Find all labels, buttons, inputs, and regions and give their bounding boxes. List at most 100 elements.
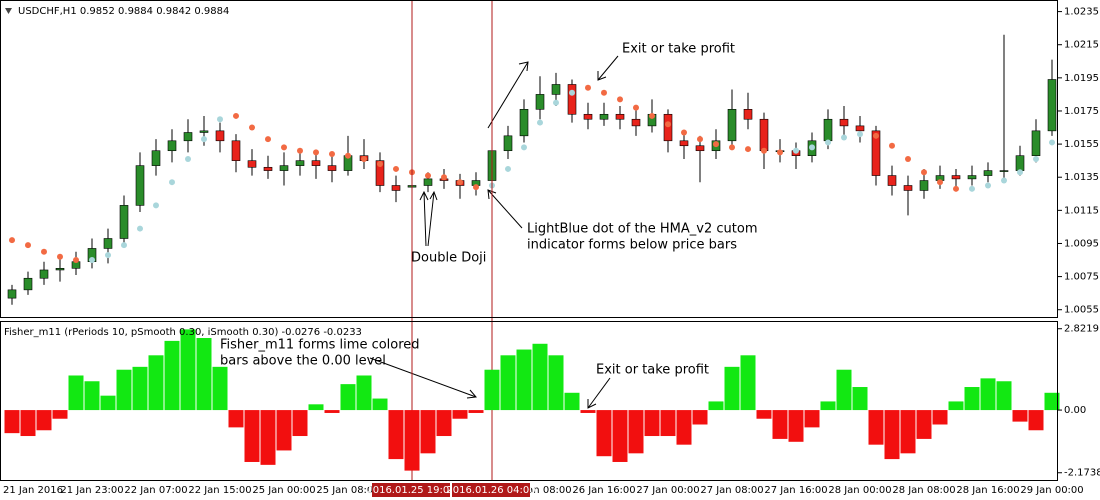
fisher-bar [340,384,356,411]
fisher-bar [756,410,772,419]
fisher-bar [948,401,964,411]
candle-body [919,180,929,191]
fisher-bar [548,355,564,411]
x-tick-label: 22 Jan 07:00 [124,485,187,496]
cursor-label-box [372,483,450,497]
hma-dot [793,147,799,154]
fisher-bar [1012,410,1028,422]
fisher-bar [404,410,420,471]
fisher-bar [180,329,196,411]
fisher-bar [868,410,884,445]
hma-dot [681,129,687,136]
fisher-bar [388,410,404,460]
candle-body [567,84,577,115]
candle-body [1047,79,1057,132]
y-tick-label: 0.00 [1064,405,1086,416]
candle-body [247,160,257,168]
candle-body [535,94,545,110]
hma-dot [345,152,351,159]
fisher-bar [148,355,164,411]
x-tick-label: 21 Jan 23:00 [60,485,123,496]
y-tick-label: 1.0175 [1064,106,1099,117]
candle-body [279,165,289,171]
fisher-bar [308,404,324,411]
fisher-bar [516,349,532,411]
fisher-bar [436,410,452,437]
hma-dot [745,146,751,153]
candle-body [887,175,897,186]
annotation: Exit or take profit [596,363,709,378]
hma-dot [969,185,975,192]
candle-body [615,113,625,120]
candle-body [551,84,561,95]
candle-body [103,238,113,249]
candle-body [23,277,33,291]
candle-body [167,140,177,152]
y-tick-label: 1.0195 [1064,73,1099,84]
fisher-bar [116,369,132,411]
hma-dot [617,96,623,103]
fisher-bar [84,381,100,411]
fisher-bar [628,410,644,454]
candle-body [727,109,737,142]
hma-dot [825,139,831,146]
hma-dot [601,89,607,96]
fisher-bar [164,340,180,411]
y-tick-label: 2.8219 [1064,324,1099,335]
candle-body [583,113,593,120]
candle-body [823,118,833,142]
candle-body [663,113,673,142]
cursor-label: 2016.01.25 19:00 [366,485,455,496]
hma-dot [553,99,559,106]
fisher-bar [980,378,996,411]
fisher-bar [356,375,372,411]
hma-dot [697,136,703,143]
hma-dot [953,185,959,192]
hma-dot [137,225,143,232]
hma-dot [857,131,863,138]
fisher-bar [500,355,516,411]
annotation: Fisher_m11 forms lime colored [220,338,420,353]
x-tick-label: 27 Jan 08:00 [700,485,763,496]
candle-body [391,185,401,191]
fisher-bar [884,410,900,460]
candle-body [55,268,65,271]
candle-body [7,289,17,299]
fisher-bar [52,410,68,419]
candle-body [231,140,241,161]
candle-body [503,135,513,152]
x-tick-label: 25 Jan 08:00 [316,485,379,496]
candle-body [263,166,273,171]
hma-dot [841,134,847,141]
annotation: bars above the 0.00 level [220,354,386,369]
candle-body [983,170,993,176]
hma-dot [633,104,639,111]
hma-dot [873,132,879,139]
annotation-arrows [369,55,619,409]
cursor-label-box [452,483,530,497]
fisher-bar [452,410,468,419]
fisher-bar [36,410,52,431]
y-tick-label: 1.0215 [1064,40,1099,51]
hma-dot [121,242,127,249]
x-tick-label: 28 Jan 08:00 [892,485,955,496]
fisher-bar [244,410,260,462]
candle-body [183,132,193,142]
candle-body [679,140,689,147]
fisher-bar [772,410,788,439]
y-tick-label: 1.0155 [1064,139,1099,150]
hma-dot [1049,139,1055,146]
fisher-bar [820,401,836,411]
fisher-bar [468,410,484,413]
hma-dot [153,202,159,209]
candle-body [743,109,753,120]
hma-dot [1017,169,1023,176]
fisher-bar [676,410,692,445]
fisher-bar [708,401,724,411]
candle-body [631,118,641,127]
fisher-bar [660,410,676,437]
hma-dot [441,174,447,181]
hma-dot [505,165,511,172]
hma-dot [569,89,575,96]
x-tick-label: 21 Jan 2016 [3,485,63,496]
